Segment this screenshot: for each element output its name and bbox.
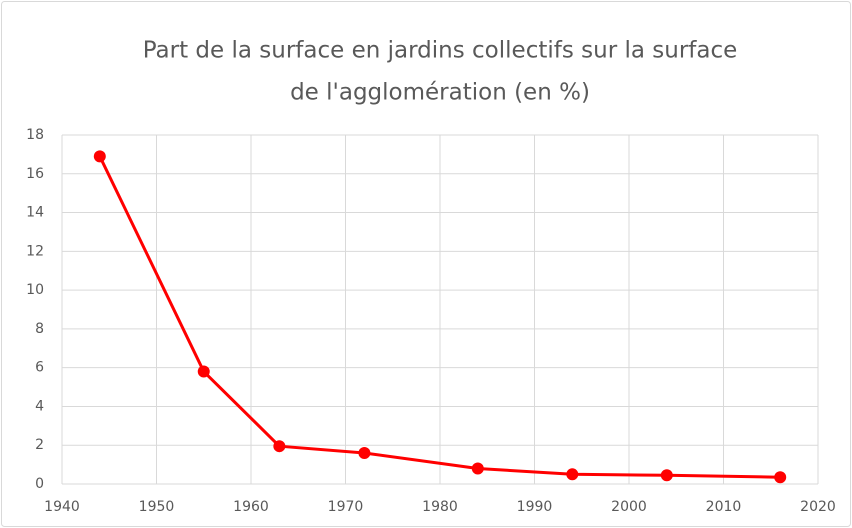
- marker: [471, 462, 484, 475]
- y-tick-label: 12: [26, 243, 44, 259]
- y-tick-label: 18: [26, 127, 44, 143]
- x-tick-label: 1960: [233, 499, 269, 515]
- y-tick-label: 0: [35, 476, 44, 492]
- x-tick-label: 2020: [800, 499, 836, 515]
- x-tick-label: 2010: [706, 499, 742, 515]
- y-tick-label: 14: [26, 205, 44, 221]
- x-tick-label: 2000: [611, 499, 647, 515]
- marker: [660, 469, 673, 482]
- marker: [358, 446, 371, 459]
- y-tick-label: 2: [35, 437, 44, 453]
- marker: [197, 365, 210, 378]
- chart-title: de l'agglomération (en %): [290, 80, 590, 106]
- x-tick-label: 1940: [44, 499, 80, 515]
- y-tick-label: 6: [35, 360, 44, 376]
- marker: [273, 440, 286, 453]
- x-tick-label: 1980: [422, 499, 458, 515]
- line: [98, 155, 781, 479]
- x-tick-label: 1950: [139, 499, 175, 515]
- x-tick-label: 1990: [517, 499, 553, 515]
- y-tick-label: 8: [35, 321, 44, 337]
- chart-title: Part de la surface en jardins collectifs…: [143, 38, 738, 64]
- marker: [774, 471, 787, 484]
- y-tick-label: 16: [26, 166, 44, 182]
- y-tick-label: 10: [26, 282, 44, 298]
- y-tick-label: 4: [35, 398, 44, 414]
- x-tick-label: 1970: [328, 499, 364, 515]
- marker: [93, 150, 106, 163]
- marker: [566, 468, 579, 481]
